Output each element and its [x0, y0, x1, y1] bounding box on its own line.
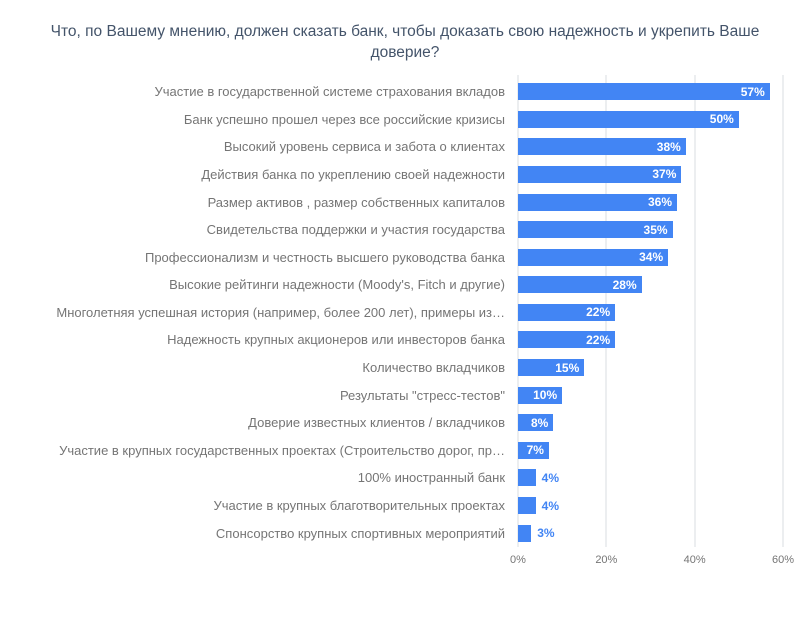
- bar-track: 22%: [518, 299, 783, 327]
- category-label: Банк успешно прошел через все российские…: [183, 111, 505, 127]
- category-label: Участие в крупных благотворительных прое…: [213, 498, 506, 514]
- bar: 7%: [518, 441, 549, 459]
- bar-track: 22%: [518, 326, 783, 354]
- category-label: Действия банка по укреплению своей надеж…: [201, 166, 505, 182]
- bar: 38%: [518, 138, 686, 156]
- category-label: Высокие рейтинги надежности (Moody's, Fi…: [169, 277, 505, 293]
- bar: 34%: [518, 248, 669, 266]
- value-label: 22%: [586, 305, 611, 320]
- axis-tick-label: 60%: [771, 553, 795, 566]
- bar: 22%: [518, 331, 616, 349]
- category-label: Высокий уровень сервиса и забота о клиен…: [223, 139, 505, 155]
- bar-row: Высокий уровень сервиса и забота о клиен…: [0, 133, 810, 161]
- bar-track: 7%: [518, 437, 783, 465]
- value-label: 10%: [533, 388, 558, 403]
- bar: 57%: [518, 83, 770, 101]
- category-label: Профессионализм и честность высшего руко…: [144, 249, 505, 265]
- value-label: 50%: [709, 112, 734, 127]
- bar-row: Участие в крупных государственных проект…: [0, 437, 810, 465]
- bar-row: Высокие рейтинги надежности (Moody's, Fi…: [0, 271, 810, 299]
- bar-track: 15%: [518, 354, 783, 382]
- value-label: 38%: [656, 139, 681, 154]
- bar: 36%: [518, 193, 677, 211]
- x-axis: 0% 20% 40% 60%: [510, 547, 794, 573]
- bar-row: Банк успешно прошел через все российские…: [0, 105, 810, 133]
- bar-row: Свидетельства поддержки и участия госуда…: [0, 216, 810, 244]
- bar-row: Надежность крупных акционеров или инвест…: [0, 326, 810, 354]
- category-label: Доверие известных клиентов / вкладчиков: [248, 415, 505, 431]
- chart-title: Что, по Вашему мнению, должен сказать ба…: [50, 23, 760, 61]
- value-label: 37%: [652, 167, 677, 182]
- category-label: Количество вкладчиков: [362, 360, 505, 376]
- bar: 10%: [518, 386, 563, 404]
- bar-track: 38%: [518, 133, 783, 161]
- bar: [518, 469, 536, 487]
- bar-track: 36%: [518, 188, 783, 216]
- bar-row: Многолетняя успешная история (например, …: [0, 299, 810, 327]
- category-label: Участие в крупных государственных проект…: [59, 442, 505, 458]
- bar-track: 50%: [518, 105, 783, 133]
- bar-track: 57%: [518, 78, 783, 106]
- bar-row: Доверие известных клиентов / вкладчиков 8…: [0, 409, 810, 437]
- bar-track: 37%: [518, 161, 783, 189]
- value-label: 8%: [530, 415, 549, 430]
- bar: 37%: [518, 165, 682, 183]
- axis-tick-label: 20%: [595, 553, 618, 566]
- bar: 50%: [518, 110, 739, 128]
- bar-track: 28%: [518, 271, 783, 299]
- value-label: 7%: [526, 443, 544, 458]
- category-label: Спонсорство крупных спортивных мероприят…: [215, 525, 505, 541]
- value-label: 15%: [555, 360, 580, 375]
- bar: 8%: [518, 414, 554, 432]
- bar-track: 8%: [518, 409, 783, 437]
- value-label: 4%: [541, 470, 559, 485]
- value-label: 34%: [639, 250, 664, 265]
- bar-row: Профессионализм и честность высшего руко…: [0, 243, 810, 271]
- bar-track: 10%: [518, 381, 783, 409]
- bar-track: 35%: [518, 216, 783, 244]
- bar: 15%: [518, 359, 585, 377]
- value-label: 57%: [740, 84, 765, 99]
- bar-row: Спонсорство крупных спортивных мероприят…: [0, 519, 810, 547]
- bar-chart: Участие в государственной системе страхо…: [0, 74, 810, 573]
- bar-row: Действия банка по укреплению своей надеж…: [0, 161, 810, 189]
- gridline: [694, 74, 696, 547]
- value-label: 22%: [586, 332, 611, 347]
- bar-track: 3%: [518, 519, 783, 547]
- bar-row: Участие в государственной системе страхо…: [0, 78, 810, 106]
- bar: 28%: [518, 276, 642, 294]
- bar-rows: Участие в государственной системе страхо…: [0, 78, 810, 547]
- bar-row: Размер активов , размер собственных капи…: [0, 188, 810, 216]
- category-label: Размер активов , размер собственных капи…: [207, 194, 505, 210]
- value-label: 3%: [537, 526, 555, 541]
- bar-track: 4%: [518, 464, 783, 492]
- bar-track: 4%: [518, 492, 783, 520]
- bar: 35%: [518, 221, 673, 239]
- bar: 22%: [518, 303, 616, 321]
- category-label: Участие в государственной системе страхо…: [154, 84, 505, 100]
- category-label: 100% иностранный банк: [357, 470, 505, 486]
- bar-row: Участие в крупных благотворительных прое…: [0, 492, 810, 520]
- bar: [518, 497, 536, 515]
- value-label: 36%: [647, 195, 672, 210]
- value-label: 4%: [541, 498, 559, 513]
- bar-row: Количество вкладчиков 15%: [0, 354, 810, 382]
- category-label: Свидетельства поддержки и участия госуда…: [206, 222, 505, 238]
- value-label: 35%: [643, 222, 668, 237]
- axis-tick-label: 40%: [683, 553, 706, 566]
- bar: [518, 524, 532, 542]
- category-label: Результаты "стресс-тестов": [339, 387, 505, 403]
- bar-row: Результаты "стресс-тестов" 10%: [0, 381, 810, 409]
- chart-plot-area: Участие в государственной системе страхо…: [0, 74, 810, 547]
- category-label: Надежность крупных акционеров или инвест…: [167, 332, 505, 348]
- bar-track: 34%: [518, 243, 783, 271]
- bar-row: 100% иностранный банк 4%: [0, 464, 810, 492]
- category-label: Многолетняя успешная история (например, …: [56, 304, 505, 320]
- survey-bar-chart-page: Что, по Вашему мнению, должен сказать ба…: [0, 22, 810, 622]
- value-label: 28%: [612, 277, 637, 292]
- axis-tick-label: 0%: [510, 553, 526, 566]
- gridline: [782, 74, 784, 547]
